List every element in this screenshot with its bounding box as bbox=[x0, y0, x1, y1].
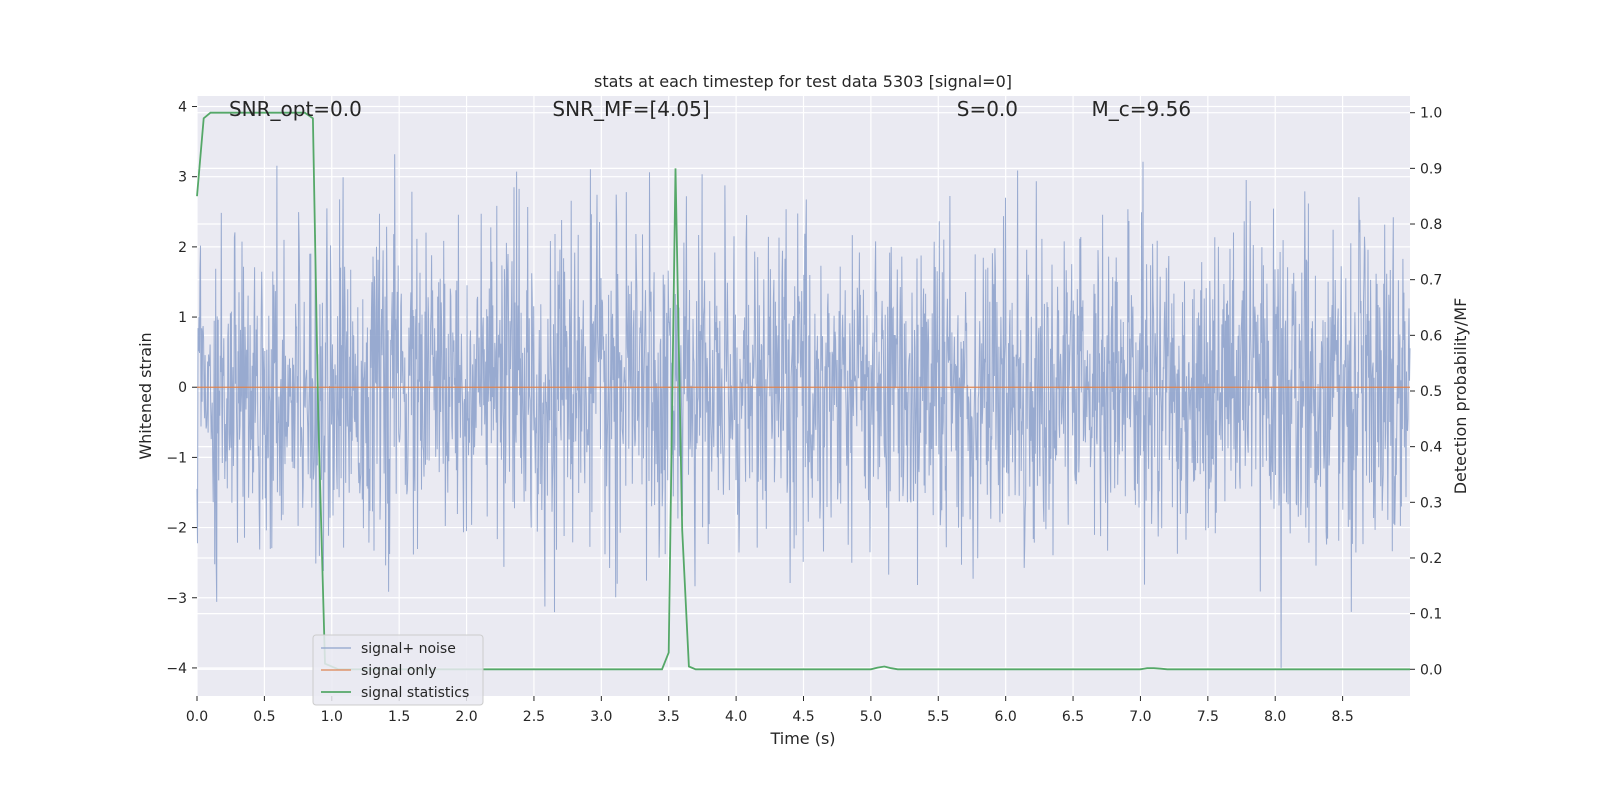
signal-noise-line bbox=[196, 154, 1411, 668]
signal-statistics-line bbox=[196, 111, 1410, 671]
x-tick-label-1: 0.5 bbox=[253, 709, 275, 725]
x-tick-label-12: 6.0 bbox=[995, 709, 1017, 725]
annotation-3: M_c=9.56 bbox=[1092, 97, 1192, 121]
x-tick-label-9: 4.5 bbox=[792, 709, 814, 725]
y-left-tick-label-4: 0 bbox=[178, 380, 187, 396]
y-right-tick-label-1: 0.9 bbox=[1420, 161, 1442, 177]
y-right-tick-label-5: 0.5 bbox=[1420, 384, 1442, 400]
chart-title: stats at each timestep for test data 530… bbox=[594, 72, 1012, 91]
x-tick-label-15: 7.5 bbox=[1197, 709, 1219, 725]
signal-noise-series bbox=[196, 154, 1411, 668]
legend-label-2: signal statistics bbox=[361, 685, 469, 701]
y-left-tick-label-7: −3 bbox=[166, 591, 187, 607]
y-right-tick-label-8: 0.2 bbox=[1420, 551, 1442, 567]
y-left-tick-label-2: 2 bbox=[178, 240, 187, 256]
legend: signal+ noise signal only signal statistic… bbox=[312, 634, 484, 706]
x-axis-label: Time (s) bbox=[769, 729, 835, 748]
x-tick-label-11: 5.5 bbox=[927, 709, 949, 725]
x-tick-label-14: 7.0 bbox=[1129, 709, 1151, 725]
y-right-tick-label-3: 0.7 bbox=[1420, 273, 1442, 289]
legend-box bbox=[312, 634, 484, 706]
x-tick-label-16: 8.0 bbox=[1264, 709, 1286, 725]
annotation-1: SNR_MF=[4.05] bbox=[552, 97, 709, 121]
annotation-2: S=0.0 bbox=[957, 97, 1018, 121]
y-right-tick-label-4: 0.6 bbox=[1420, 328, 1442, 344]
x-tick-label-17: 8.5 bbox=[1331, 709, 1353, 725]
legend-label-1: signal only bbox=[361, 663, 436, 679]
y-right-tick-label-0: 1.0 bbox=[1420, 106, 1442, 122]
y-right-tick-label-7: 0.3 bbox=[1420, 495, 1442, 511]
signal-statistics-series bbox=[196, 111, 1410, 671]
x-tick-label-5: 2.5 bbox=[523, 709, 545, 725]
y-right-tick-label-2: 0.8 bbox=[1420, 217, 1442, 233]
x-tick-label-0: 0.0 bbox=[186, 709, 208, 725]
y-left-axis-label: Whitened strain bbox=[136, 332, 155, 459]
y-right-tick-label-6: 0.4 bbox=[1420, 440, 1442, 456]
y-right-tick-label-10: 0.0 bbox=[1420, 662, 1442, 678]
x-tick-label-8: 4.0 bbox=[725, 709, 747, 725]
y-left-axis-ticks: 4 3 2 1 0 −1 −2 −3 −4 bbox=[166, 100, 197, 677]
y-left-tick-label-5: −1 bbox=[166, 450, 187, 466]
x-axis-ticks: 0.0 0.5 1.0 1.5 2.0 2.5 3.0 3.5 4.0 4.5 5.0 5.5 6.0 6… bbox=[186, 696, 1354, 725]
x-tick-label-2: 1.0 bbox=[321, 709, 343, 725]
x-tick-label-13: 6.5 bbox=[1062, 709, 1084, 725]
y-left-tick-label-3: 1 bbox=[178, 310, 187, 326]
annotations: SNR_opt=0.0 SNR_MF=[4.05] S=0.0 M_c=9.56 bbox=[229, 97, 1191, 121]
y-left-tick-label-6: −2 bbox=[166, 521, 187, 537]
x-tick-label-7: 3.5 bbox=[658, 709, 680, 725]
y-left-tick-label-1: 3 bbox=[178, 170, 187, 186]
x-tick-label-3: 1.5 bbox=[388, 709, 410, 725]
y-left-tick-label-0: 4 bbox=[178, 100, 187, 116]
annotation-0: SNR_opt=0.0 bbox=[229, 97, 362, 121]
x-tick-label-6: 3.0 bbox=[590, 709, 612, 725]
y-right-axis-ticks: 1.0 0.9 0.8 0.7 0.6 0.5 0.4 0.3 0.2 0.1 0.0 bbox=[1410, 106, 1442, 678]
y-left-tick-label-8: −4 bbox=[166, 661, 187, 677]
legend-label-0: signal+ noise bbox=[361, 641, 456, 657]
x-tick-label-10: 5.0 bbox=[860, 709, 882, 725]
y-right-tick-label-9: 0.1 bbox=[1420, 607, 1442, 623]
x-tick-label-4: 2.0 bbox=[455, 709, 477, 725]
y-right-axis-label: Detection probability/MF bbox=[1451, 298, 1470, 495]
